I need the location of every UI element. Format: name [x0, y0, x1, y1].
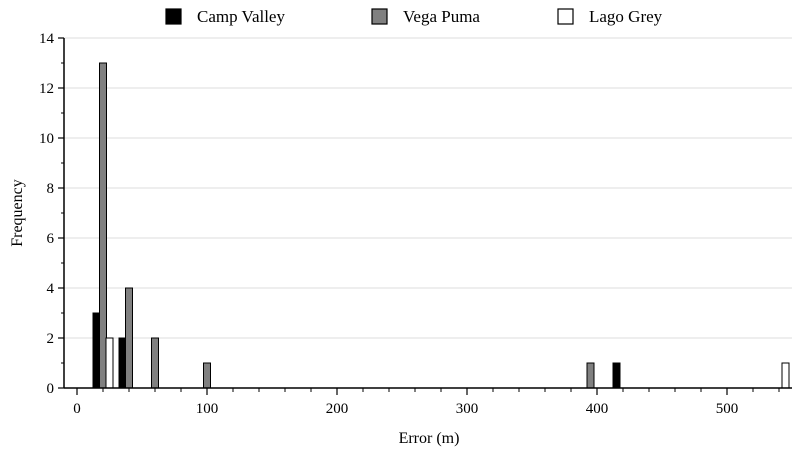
- legend-label-camp-valley: Camp Valley: [197, 7, 285, 26]
- x-tick-label: 300: [456, 401, 479, 417]
- x-axis-title: Error (m): [399, 430, 460, 447]
- x-tick-label: 0: [73, 401, 81, 417]
- legend-label-vega-puma: Vega Puma: [403, 7, 480, 26]
- x-tick-label: 500: [716, 401, 739, 417]
- x-tick-label: 400: [586, 401, 609, 417]
- bar-vega-puma: [151, 337, 159, 389]
- bars: [92, 62, 790, 389]
- bar-camp-valley: [118, 337, 127, 389]
- legend: Camp Valley Vega Puma Lago Grey: [165, 7, 663, 26]
- bar-vega-puma: [203, 362, 211, 389]
- y-tick-label: 6: [47, 231, 55, 247]
- y-tick-label: 4: [47, 281, 55, 297]
- x-tick-label: 100: [196, 401, 219, 417]
- legend-swatch-lago-grey: [557, 8, 574, 25]
- legend-swatch-vega-puma: [371, 8, 388, 25]
- bar-lago-grey: [781, 362, 790, 389]
- x-tick-label: 200: [326, 401, 349, 417]
- legend-label-lago-grey: Lago Grey: [589, 7, 663, 26]
- y-tick-label: 10: [39, 131, 54, 147]
- y-tick-label: 12: [39, 81, 54, 97]
- y-axis-title: Frequency: [9, 179, 26, 247]
- y-tick-label: 8: [47, 181, 55, 197]
- y-tick-label: 14: [39, 31, 55, 47]
- y-tick-label: 0: [47, 381, 55, 397]
- axes: 0 2 4 6 8 10 12 14 0 100 200 300 400 500: [39, 31, 792, 417]
- bar-camp-valley: [92, 312, 101, 389]
- bar-lago-grey: [105, 337, 114, 389]
- y-tick-label: 2: [47, 331, 55, 347]
- bar-vega-puma: [99, 62, 107, 389]
- bar-vega-puma: [125, 287, 133, 389]
- bar-vega-puma: [586, 362, 595, 389]
- legend-swatch-camp-valley: [165, 8, 182, 25]
- grid-lines: [64, 37, 792, 339]
- bar-camp-valley: [612, 362, 621, 389]
